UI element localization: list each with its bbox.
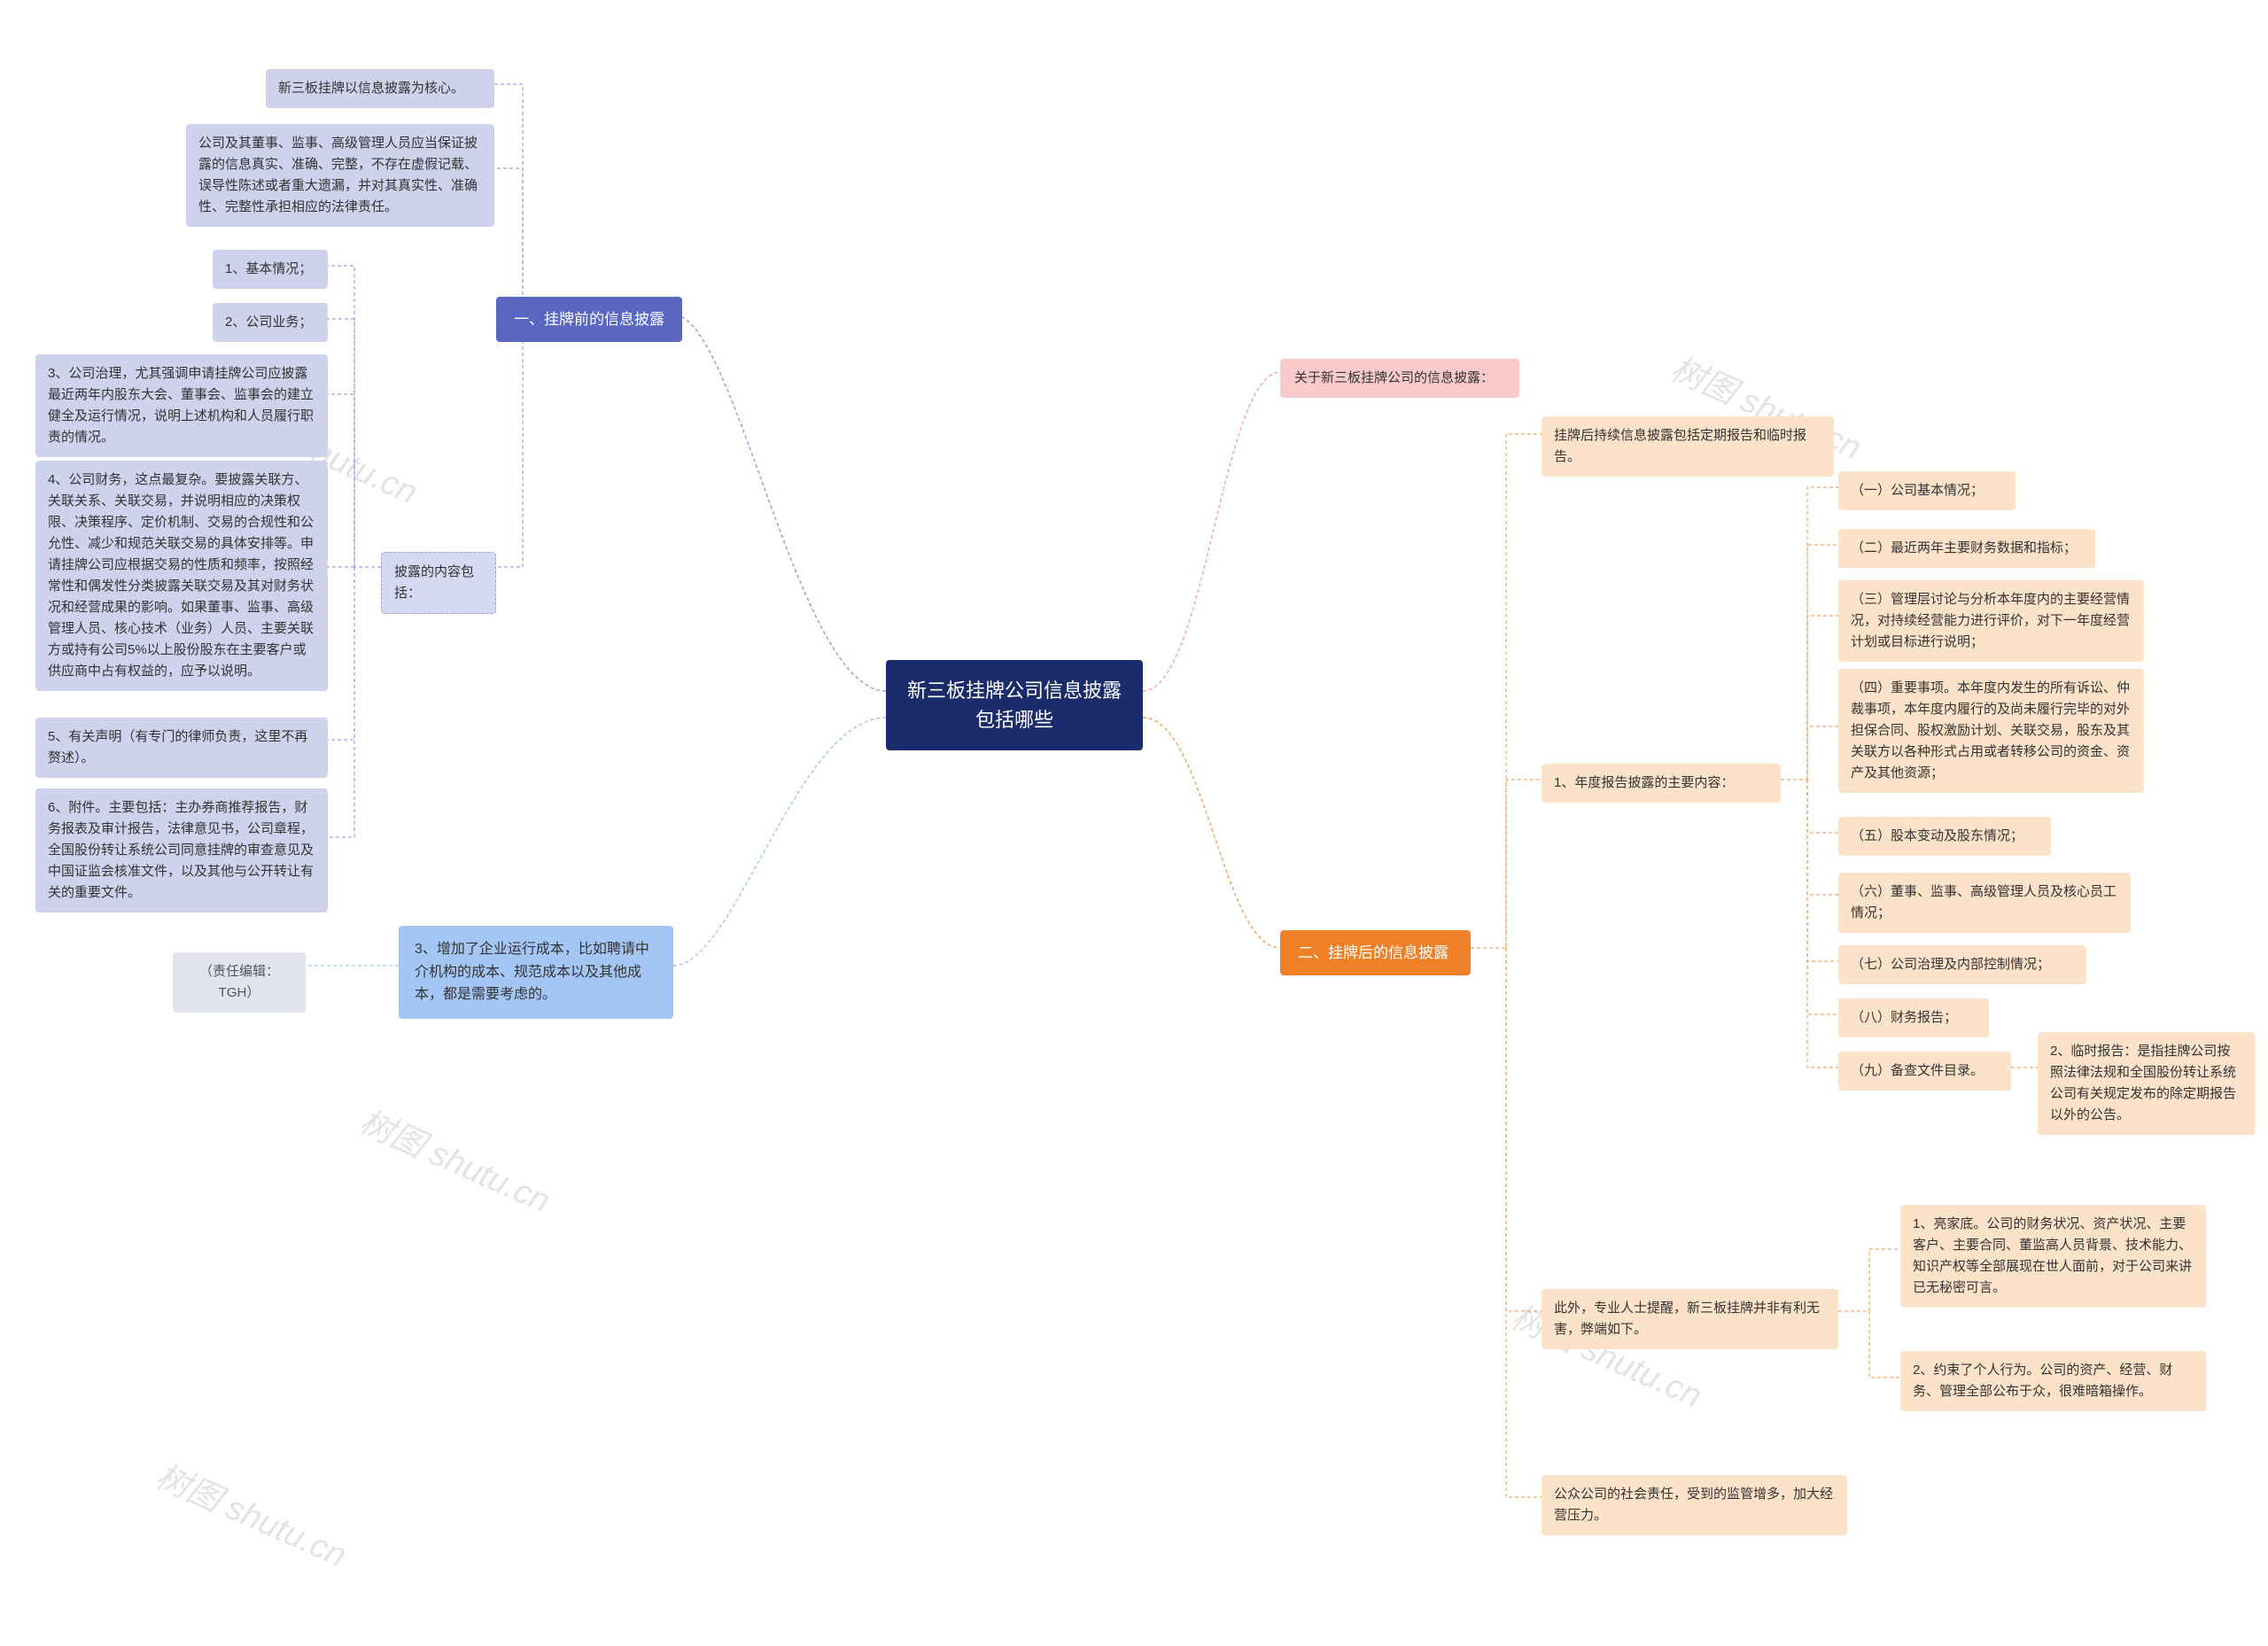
pre-listing-item-6: 6、附件。主要包括：主办券商推荐报告，财务报表及审计报告，法律意见书，公司章程，… bbox=[35, 788, 328, 912]
annual-report-label: 1、年度报告披露的主要内容： bbox=[1542, 764, 1781, 803]
branch-post-listing: 二、挂牌后的信息披露 bbox=[1280, 930, 1471, 975]
pro-tip-2: 2、约束了个人行为。公司的资产、经营、财务、管理全部公布于众，很难暗箱操作。 bbox=[1900, 1351, 2206, 1411]
editor-note: （责任编辑：TGH） bbox=[173, 952, 306, 1013]
pre-listing-note-1: 新三板挂牌以信息披露为核心。 bbox=[266, 69, 494, 108]
watermark: 树图 shutu.cn bbox=[353, 1095, 560, 1223]
annual-item-8: （八）财务报告； bbox=[1838, 998, 1989, 1037]
branch-cost: 3、增加了企业运行成本，比如聘请中介机构的成本、规范成本以及其他成本，都是需要考… bbox=[399, 926, 673, 1019]
annual-item-6: （六）董事、监事、高级管理人员及核心员工情况； bbox=[1838, 873, 2131, 933]
pro-tip-1: 1、亮家底。公司的财务状况、资产状况、主要客户、主要合同、董监高人员背景、技术能… bbox=[1900, 1205, 2206, 1308]
pre-listing-contents-label: 披露的内容包括： bbox=[381, 552, 496, 614]
interim-report-label: 2、临时报告：是指挂牌公司按照法律法规和全国股份转让系统公司有关规定发布的除定期… bbox=[2038, 1032, 2255, 1135]
pre-listing-item-3: 3、公司治理，尤其强调申请挂牌公司应披露最近两年内股东大会、董事会、监事会的建立… bbox=[35, 354, 328, 457]
pre-listing-note-2: 公司及其董事、监事、高级管理人员应当保证披露的信息真实、准确、完整，不存在虚假记… bbox=[186, 124, 494, 227]
pre-listing-item-5: 5、有关声明（有专门的律师负责，这里不再赘述）。 bbox=[35, 718, 328, 778]
annual-item-2: （二）最近两年主要财务数据和指标； bbox=[1838, 529, 2095, 568]
annual-item-4: （四）重要事项。本年度内发生的所有诉讼、仲裁事项，本年度内履行的及尚未履行完毕的… bbox=[1838, 669, 2144, 793]
branch-pre-listing: 一、挂牌前的信息披露 bbox=[496, 297, 682, 342]
public-note: 公众公司的社会责任，受到的监管增多，加大经营压力。 bbox=[1542, 1475, 1847, 1535]
annual-item-3: （三）管理层讨论与分析本年度内的主要经营情况，对持续经营能力进行评价，对下一年度… bbox=[1838, 580, 2144, 662]
annual-item-7: （七）公司治理及内部控制情况； bbox=[1838, 945, 2086, 984]
pro-tip-label: 此外，专业人士提醒，新三板挂牌并非有利无害，弊端如下。 bbox=[1542, 1289, 1838, 1349]
root-node: 新三板挂牌公司信息披露包括哪些 bbox=[886, 660, 1143, 750]
pre-listing-item-4: 4、公司财务，这点最复杂。要披露关联方、关联关系、关联交易，并说明相应的决策权限… bbox=[35, 461, 328, 691]
annual-item-1: （一）公司基本情况； bbox=[1838, 471, 2016, 510]
pre-listing-item-2: 2、公司业务； bbox=[213, 303, 328, 342]
pre-listing-item-1: 1、基本情况； bbox=[213, 250, 328, 289]
watermark: 树图 shutu.cn bbox=[150, 1449, 356, 1577]
post-listing-intro: 挂牌后持续信息披露包括定期报告和临时报告。 bbox=[1542, 416, 1834, 477]
annual-item-9: （九）备查文件目录。 bbox=[1838, 1052, 2011, 1091]
annual-item-5: （五）股本变动及股东情况； bbox=[1838, 817, 2051, 856]
branch-about: 关于新三板挂牌公司的信息披露： bbox=[1280, 359, 1519, 398]
